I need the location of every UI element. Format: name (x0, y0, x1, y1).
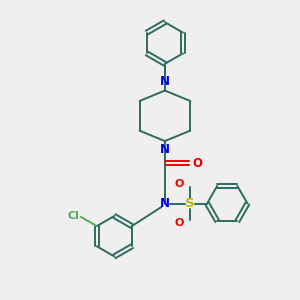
Text: O: O (192, 157, 202, 170)
Text: S: S (185, 197, 195, 210)
Text: O: O (175, 179, 184, 189)
Text: N: N (160, 75, 170, 88)
Text: N: N (160, 197, 170, 210)
Text: N: N (160, 143, 170, 157)
Text: O: O (175, 218, 184, 228)
Text: Cl: Cl (68, 211, 80, 221)
